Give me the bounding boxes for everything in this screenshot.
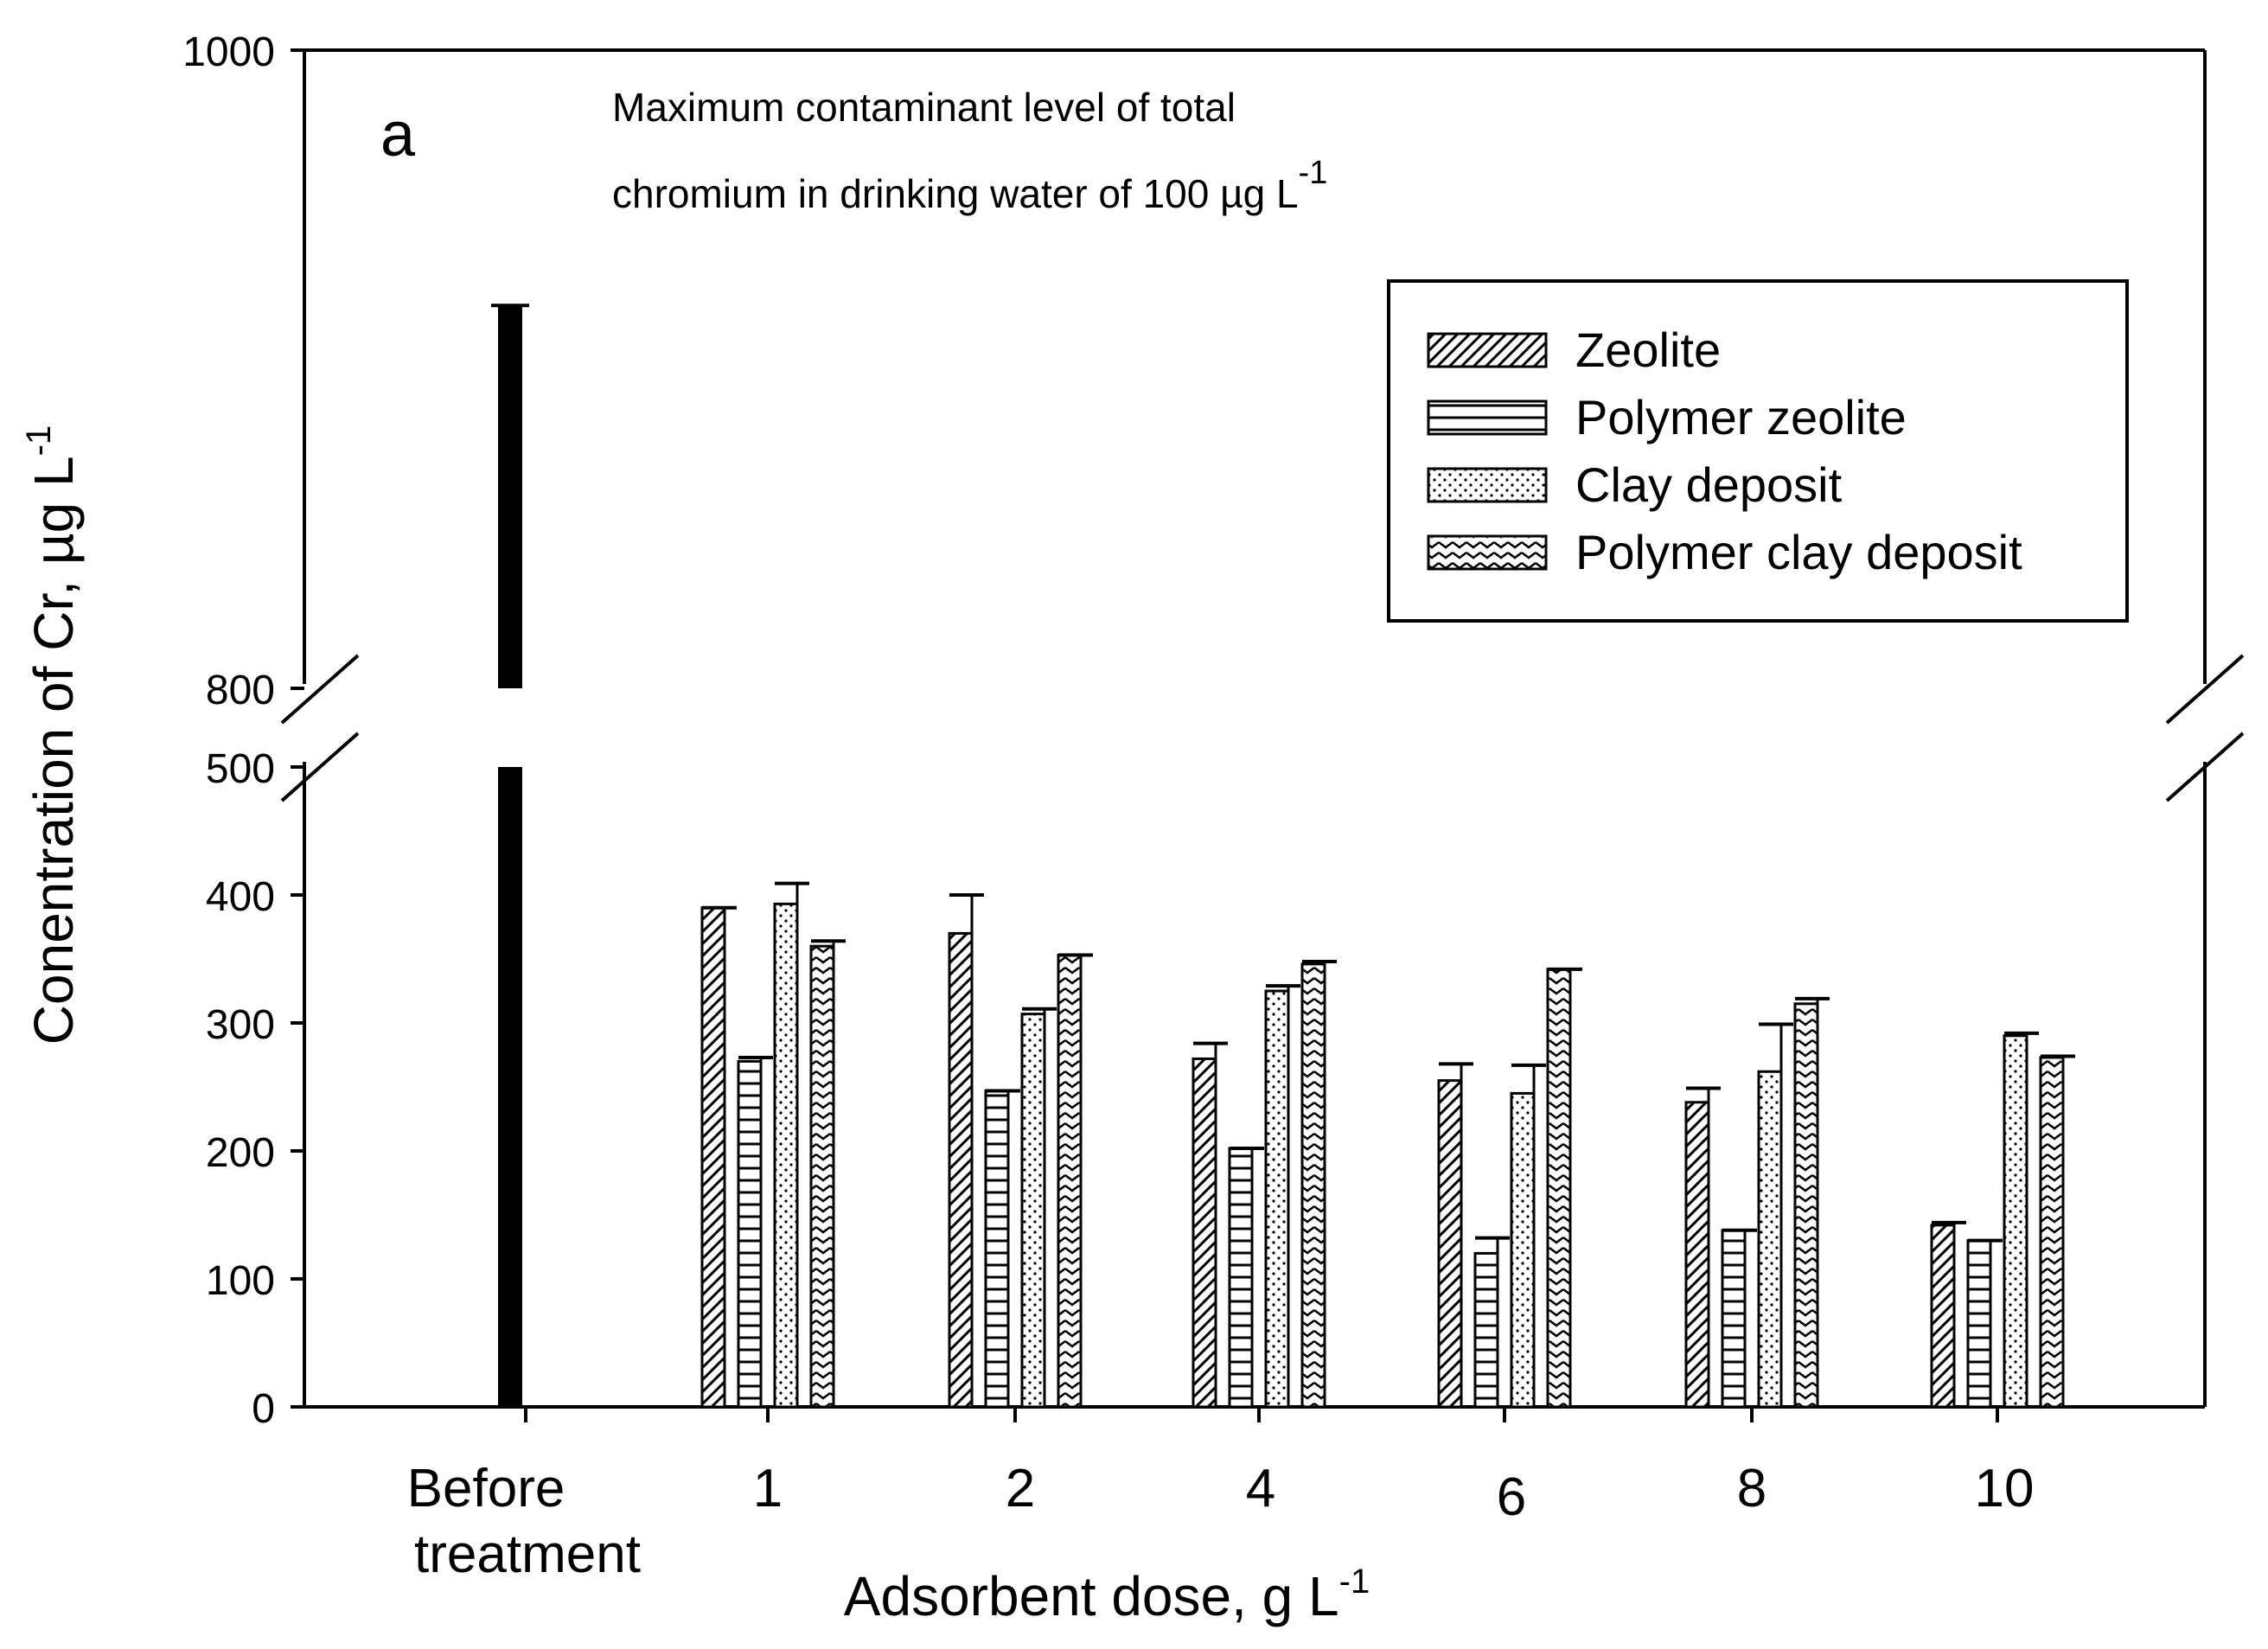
bar-clay-deposit-6 xyxy=(1510,1091,1536,1409)
x-label-before-line2: treatment xyxy=(414,1524,641,1584)
left-break-lower xyxy=(280,732,360,802)
bar-polymer-zeolite-8 xyxy=(1721,1229,1747,1409)
axis-break-marks xyxy=(280,654,2245,802)
panel-label: a xyxy=(380,100,416,169)
bar-zeolite-4 xyxy=(1191,1057,1217,1409)
bar-clay-deposit-8 xyxy=(1757,1070,1783,1409)
bar-polymer-zeolite-2 xyxy=(984,1089,1010,1409)
legend-item-zeolite: Zeolite xyxy=(1427,323,1721,377)
x-axis-title: Adsorbent dose, g L-1 xyxy=(844,1563,1370,1627)
bar-polymer-clay-deposit-6 xyxy=(1546,968,1572,1409)
legend-label-polymer-clay-deposit: Polymer clay deposit xyxy=(1575,525,2022,579)
right-break-upper xyxy=(2165,654,2245,725)
legend-item-clay-deposit: Clay deposit xyxy=(1427,457,1843,512)
x-label-4: 4 xyxy=(1246,1459,1275,1518)
bar-zeolite-1 xyxy=(700,906,726,1409)
bar-polymer-zeolite-1 xyxy=(737,1059,763,1409)
bar-polymer-clay-deposit-10 xyxy=(2039,1056,2065,1409)
x-ticks xyxy=(524,1407,1999,1422)
x-category-labels: Before treatment 1 2 4 6 8 10 xyxy=(407,1459,2035,1584)
x-label-8: 8 xyxy=(1737,1459,1766,1518)
bar-polymer-clay-deposit-4 xyxy=(1300,962,1326,1409)
bar-polymer-zeolite-6 xyxy=(1473,1251,1499,1409)
annotation-line2-text: chromium in drinking water of 100 µg L xyxy=(612,171,1299,216)
bar-clay-deposit-4 xyxy=(1264,989,1290,1409)
y-tick-label-400: 400 xyxy=(206,874,275,920)
bar-polymer-clay-deposit-1 xyxy=(809,944,835,1409)
y-ticks xyxy=(291,48,304,1409)
legend-item-polymer-clay-deposit: Polymer clay deposit xyxy=(1427,525,2022,579)
plot-frame xyxy=(303,48,2207,1409)
bar-zeolite-8 xyxy=(1684,1101,1710,1409)
bar-polymer-zeolite-10 xyxy=(1966,1239,1992,1409)
bars-group xyxy=(491,304,2075,1409)
y-tick-label-1000: 1000 xyxy=(182,29,275,75)
legend: Zeolite Polymer zeolite Clay deposit Pol… xyxy=(1387,279,2129,623)
x-axis-title-sup: -1 xyxy=(1339,1563,1370,1601)
right-break-lower xyxy=(2165,732,2245,802)
x-label-before-line1: Before xyxy=(407,1459,565,1518)
bar-zeolite-6 xyxy=(1437,1079,1463,1409)
legend-swatch-clay-deposit xyxy=(1427,467,1548,503)
y-tick-label-800: 800 xyxy=(206,668,275,713)
legend-label-clay-deposit: Clay deposit xyxy=(1575,457,1843,512)
y-tick-label-100: 100 xyxy=(206,1258,275,1304)
bar-before-treatment-lower xyxy=(498,767,522,1407)
y-axis-title-sup: -1 xyxy=(20,425,58,457)
x-label-2: 2 xyxy=(1006,1459,1035,1518)
bar-polymer-clay-deposit-2 xyxy=(1057,954,1083,1409)
bar-clay-deposit-1 xyxy=(773,902,799,1409)
x-label-10: 10 xyxy=(1975,1459,2035,1518)
y-tick-label-200: 200 xyxy=(206,1130,275,1176)
legend-swatch-polymer-clay-deposit xyxy=(1427,534,1548,571)
x-axis-title-text: Adsorbent dose, g L xyxy=(844,1565,1339,1627)
bar-clay-deposit-2 xyxy=(1020,1013,1046,1409)
annotation-line2-sup: -1 xyxy=(1299,155,1328,191)
legend-swatch-polymer-zeolite xyxy=(1427,399,1548,436)
annotation-line1: Maximum contaminant level of total xyxy=(612,85,1236,130)
x-label-6: 6 xyxy=(1497,1467,1526,1527)
bar-polymer-clay-deposit-8 xyxy=(1793,1002,1819,1409)
bar-before-treatment-upper xyxy=(498,305,522,688)
legend-label-polymer-zeolite: Polymer zeolite xyxy=(1575,390,1907,444)
y-tick-label-500: 500 xyxy=(206,746,275,792)
bar-zeolite-2 xyxy=(948,931,974,1409)
y-axis-title: Conentration of Cr, µg L-1 xyxy=(20,425,85,1045)
legend-swatch-zeolite xyxy=(1427,332,1548,368)
left-break-upper xyxy=(280,654,360,725)
annotation-line2: chromium in drinking water of 100 µg L-1 xyxy=(612,155,1327,216)
y-tick-labels: 0 100 200 300 400 500 800 1000 xyxy=(182,29,275,1432)
legend-label-zeolite: Zeolite xyxy=(1575,323,1721,377)
x-label-1: 1 xyxy=(753,1459,783,1518)
bar-clay-deposit-10 xyxy=(2003,1034,2028,1409)
y-tick-label-0: 0 xyxy=(252,1386,275,1432)
bar-zeolite-10 xyxy=(1930,1224,1956,1409)
legend-item-polymer-zeolite: Polymer zeolite xyxy=(1427,390,1907,444)
y-axis-title-text: Conentration of Cr, µg L xyxy=(22,456,85,1045)
bar-polymer-zeolite-4 xyxy=(1228,1147,1254,1409)
y-tick-label-300: 300 xyxy=(206,1002,275,1048)
